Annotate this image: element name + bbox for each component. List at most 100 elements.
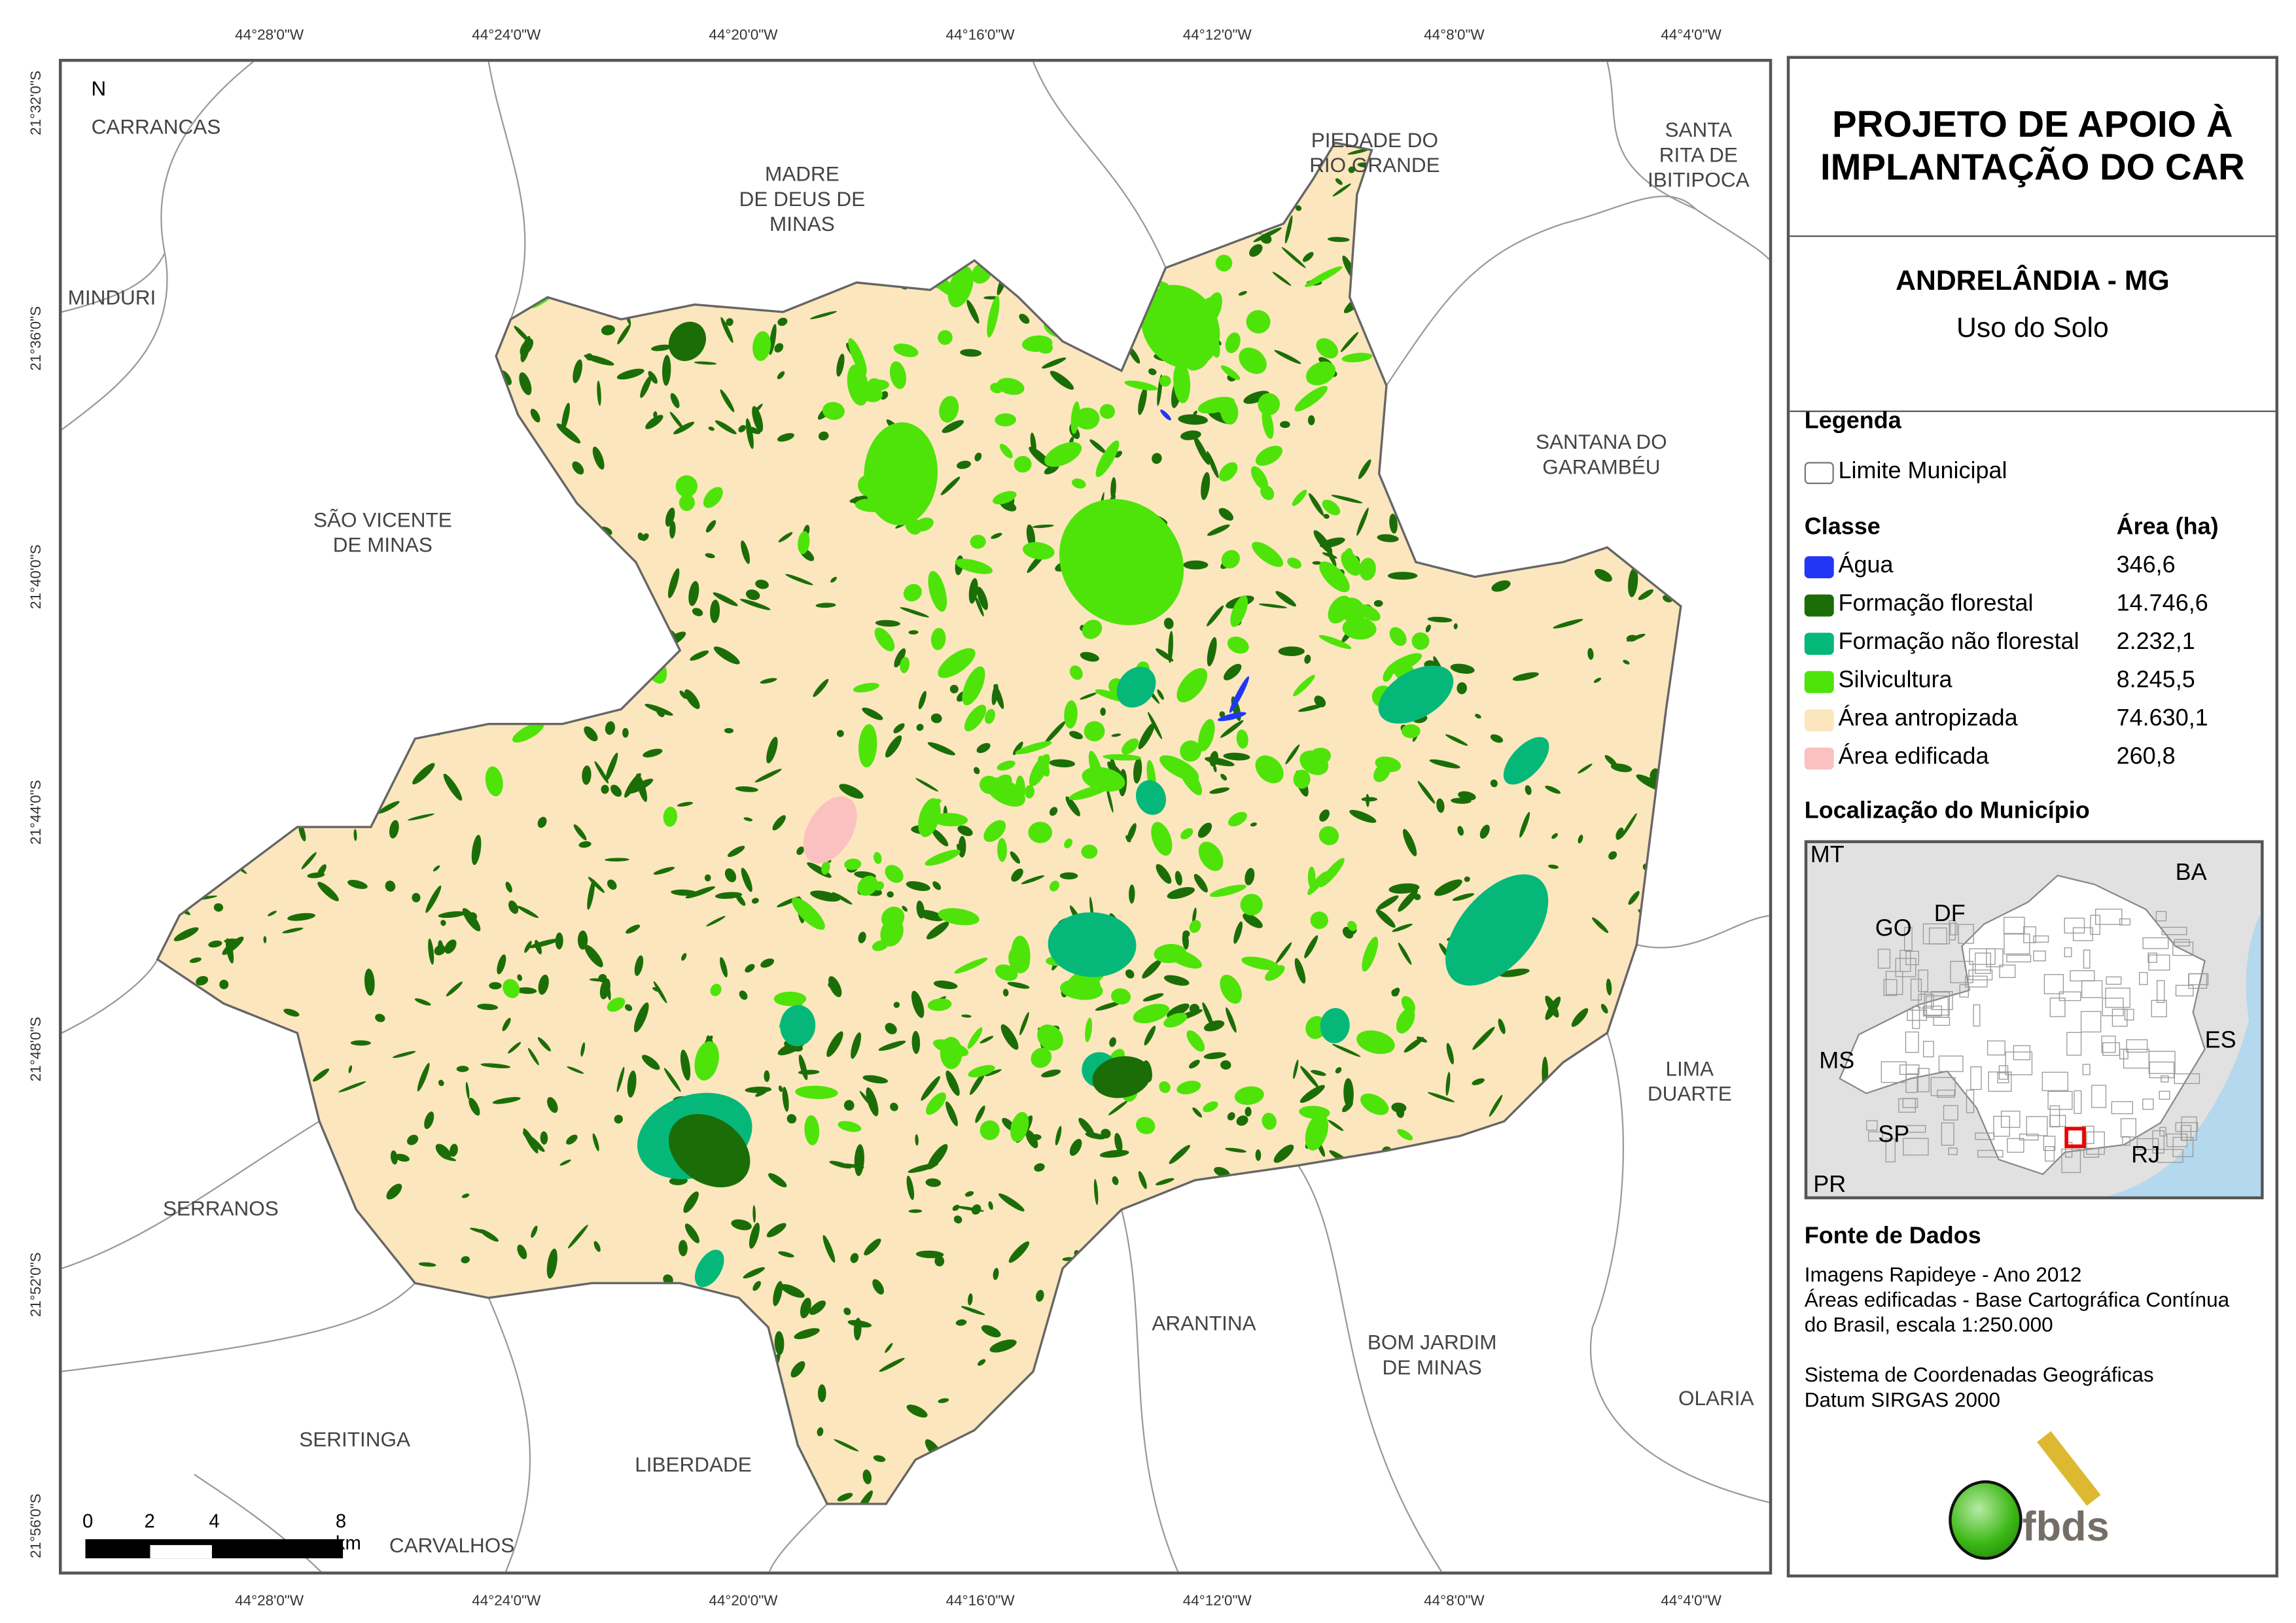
forest-patch bbox=[985, 1069, 1002, 1077]
forest-patch bbox=[1666, 1326, 1681, 1346]
forest-patch bbox=[498, 462, 516, 474]
forest-patch bbox=[1651, 1423, 1681, 1431]
forest-patch bbox=[1252, 1359, 1274, 1373]
silviculture-patch bbox=[1176, 1081, 1201, 1094]
longitude-tick: 44°20'0"W bbox=[709, 27, 778, 44]
forest-patch bbox=[713, 592, 738, 606]
class-area: 260,8 bbox=[2116, 744, 2176, 770]
forest-patch bbox=[730, 1318, 739, 1336]
forest-patch bbox=[177, 1359, 201, 1365]
forest-patch bbox=[198, 1274, 213, 1285]
forest-patch bbox=[1280, 1447, 1301, 1466]
forest-patch bbox=[194, 244, 198, 253]
forest-patch bbox=[307, 872, 325, 879]
forest-patch bbox=[1568, 134, 1578, 141]
forest-patch bbox=[602, 252, 610, 260]
forest-patch bbox=[471, 835, 482, 865]
forest-patch bbox=[218, 1120, 228, 1130]
forest-patch bbox=[1274, 350, 1301, 364]
forest-patch bbox=[1202, 1002, 1214, 1028]
forest-patch bbox=[523, 1128, 539, 1154]
forest-patch bbox=[303, 413, 311, 444]
longitude-tick: 44°16'0"W bbox=[945, 27, 1015, 44]
forest-patch bbox=[1348, 166, 1355, 173]
forest-patch bbox=[424, 434, 431, 442]
forest-patch bbox=[532, 1475, 542, 1498]
forest-patch bbox=[377, 1263, 392, 1275]
forest-patch bbox=[1545, 786, 1561, 794]
forest-patch bbox=[667, 568, 680, 599]
forest-patch bbox=[1498, 1019, 1506, 1034]
forest-patch bbox=[1506, 406, 1521, 421]
forest-patch bbox=[502, 1017, 511, 1032]
silviculture-patch bbox=[1043, 294, 1072, 317]
silviculture-patch bbox=[928, 799, 942, 806]
silviculture-patch bbox=[1294, 386, 1328, 411]
legend-class-item: Água bbox=[1804, 553, 1894, 580]
forest-patch bbox=[777, 317, 788, 326]
forest-patch bbox=[851, 1032, 862, 1059]
forest-patch bbox=[1464, 393, 1488, 404]
forest-patch bbox=[1475, 268, 1496, 275]
forest-patch bbox=[1449, 367, 1460, 379]
forest-patch bbox=[989, 1339, 1017, 1353]
forest-patch bbox=[885, 1022, 897, 1035]
forest-patch bbox=[478, 505, 491, 514]
forest-patch bbox=[1142, 222, 1171, 238]
silviculture-patch bbox=[1189, 920, 1201, 934]
forest-patch bbox=[414, 998, 431, 1006]
forest-patch bbox=[1389, 514, 1398, 534]
forest-patch bbox=[1578, 834, 1583, 844]
forest-patch bbox=[1167, 887, 1195, 899]
silviculture-patch bbox=[798, 531, 810, 554]
forest-patch bbox=[715, 892, 743, 899]
forest-patch bbox=[423, 280, 434, 302]
forest-patch bbox=[1029, 243, 1040, 253]
forest-patch bbox=[1300, 1066, 1319, 1089]
map-subtitle: Uso do Solo bbox=[1956, 313, 2109, 345]
forest-patch bbox=[1349, 810, 1377, 823]
forest-patch bbox=[291, 457, 314, 464]
forest-patch bbox=[1510, 1295, 1526, 1307]
class-swatch bbox=[1804, 708, 1834, 731]
silviculture-patch bbox=[1008, 945, 1030, 973]
forest-patch bbox=[157, 561, 163, 570]
forest-patch bbox=[1457, 355, 1479, 363]
forest-patch bbox=[1274, 1319, 1303, 1333]
forest-patch bbox=[1111, 733, 1122, 737]
forest-patch bbox=[1632, 1154, 1655, 1176]
forest-patch bbox=[593, 1241, 601, 1252]
forest-patch bbox=[477, 1003, 499, 1011]
forest-patch bbox=[353, 290, 365, 304]
forest-patch bbox=[918, 909, 944, 922]
silviculture-patch bbox=[1044, 442, 1082, 467]
silviculture-patch bbox=[1307, 871, 1328, 895]
forest-patch bbox=[735, 893, 746, 906]
forest-patch bbox=[862, 707, 883, 720]
forest-patch bbox=[1268, 1376, 1292, 1386]
silviculture-patch bbox=[1293, 769, 1311, 789]
forest-patch bbox=[537, 1037, 551, 1052]
forest-patch bbox=[1410, 245, 1424, 264]
forest-patch bbox=[247, 1128, 255, 1152]
forest-patch bbox=[157, 965, 160, 983]
silviculture-patch bbox=[1010, 251, 1033, 294]
forest-patch bbox=[1030, 432, 1036, 455]
forest-patch bbox=[1381, 1289, 1397, 1312]
silviculture-patch bbox=[1025, 785, 1034, 799]
neighbor-municipality-label: ARANTINA bbox=[1152, 1311, 1256, 1335]
forest-patch bbox=[641, 533, 649, 541]
forest-patch bbox=[1144, 1026, 1156, 1046]
water-patch bbox=[1160, 410, 1171, 421]
forest-patch bbox=[705, 553, 715, 559]
forest-patch bbox=[574, 1480, 582, 1489]
forest-patch bbox=[745, 418, 754, 449]
forest-patch bbox=[402, 557, 416, 583]
forest-patch bbox=[1669, 1412, 1678, 1435]
silviculture-patch bbox=[1180, 740, 1201, 762]
silviculture-patch bbox=[844, 858, 862, 871]
forest-patch bbox=[1332, 183, 1351, 197]
forest-patch bbox=[858, 932, 866, 943]
forest-patch bbox=[1188, 1060, 1200, 1069]
class-swatch bbox=[1804, 632, 1834, 654]
